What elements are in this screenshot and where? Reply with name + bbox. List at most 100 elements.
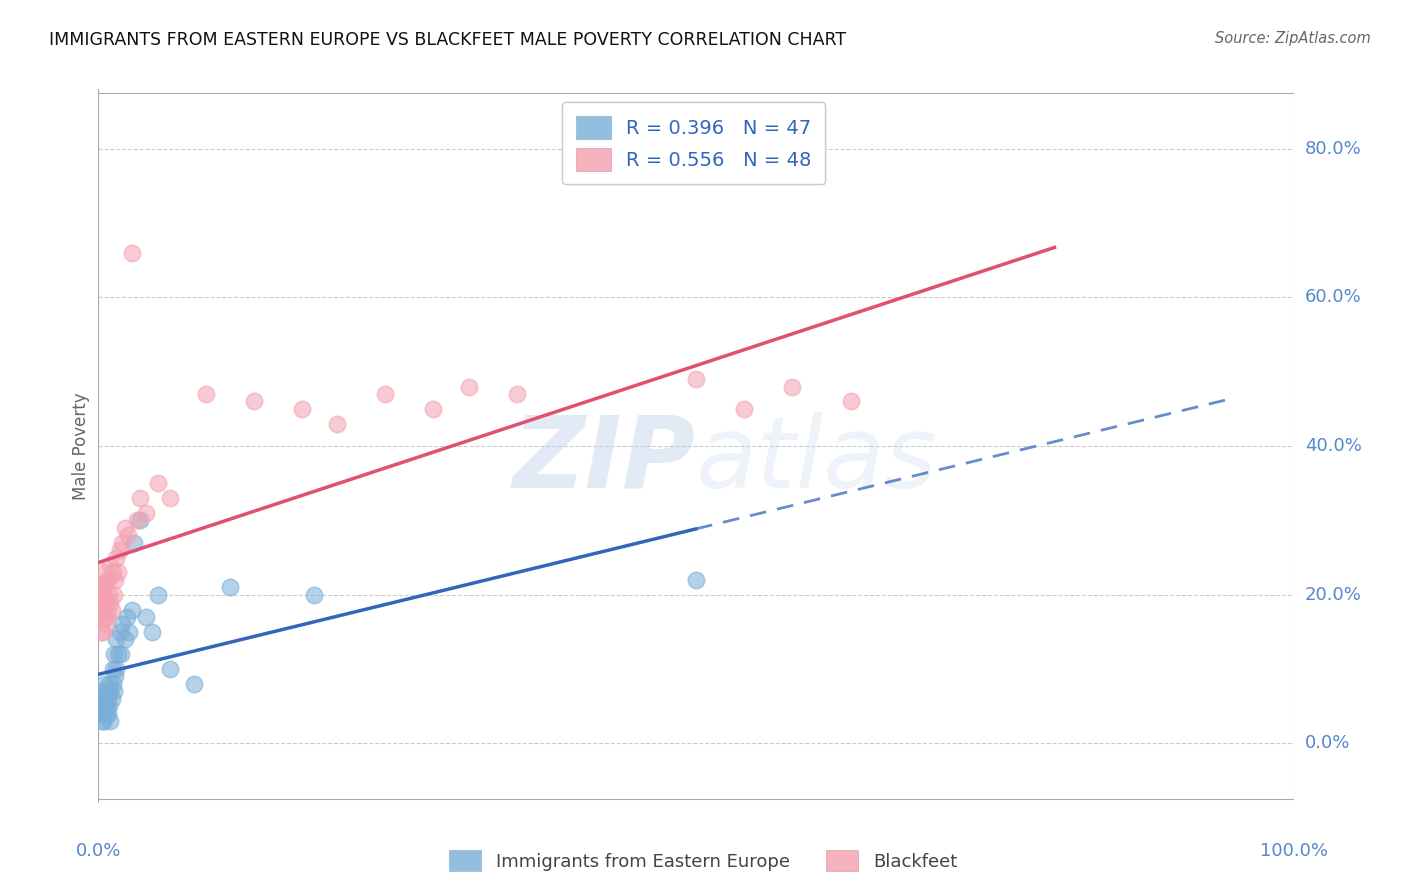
Text: atlas: atlas	[696, 412, 938, 508]
Point	[506, 387, 529, 401]
Point	[91, 588, 114, 602]
Point	[98, 558, 122, 572]
Point	[135, 506, 157, 520]
Point	[111, 535, 134, 549]
Point	[110, 647, 132, 661]
Point	[98, 677, 121, 691]
Point	[302, 588, 325, 602]
Point	[108, 624, 131, 639]
Point	[105, 632, 128, 647]
Point	[89, 610, 111, 624]
Text: 40.0%: 40.0%	[1305, 437, 1361, 455]
Point	[100, 691, 122, 706]
Point	[93, 677, 115, 691]
Point	[98, 684, 122, 698]
Point	[114, 632, 136, 647]
Text: 0.0%: 0.0%	[76, 842, 121, 860]
Point	[93, 580, 115, 594]
Point	[91, 624, 114, 639]
Point	[91, 706, 114, 721]
Point	[103, 588, 125, 602]
Point	[105, 550, 128, 565]
Point	[121, 245, 143, 260]
Legend: Immigrants from Eastern Europe, Blackfeet: Immigrants from Eastern Europe, Blackfee…	[441, 843, 965, 879]
Point	[135, 610, 157, 624]
Point	[93, 566, 115, 580]
Point	[107, 647, 129, 661]
Point	[93, 699, 115, 714]
Point	[103, 647, 125, 661]
Point	[93, 714, 115, 728]
Point	[374, 387, 396, 401]
Point	[219, 580, 242, 594]
Point	[98, 714, 122, 728]
Point	[422, 401, 444, 416]
Text: ZIP: ZIP	[513, 412, 696, 508]
Text: 100.0%: 100.0%	[1260, 842, 1327, 860]
Point	[90, 580, 112, 594]
Text: IMMIGRANTS FROM EASTERN EUROPE VS BLACKFEET MALE POVERTY CORRELATION CHART: IMMIGRANTS FROM EASTERN EUROPE VS BLACKF…	[49, 31, 846, 49]
Point	[94, 595, 117, 609]
Point	[326, 417, 349, 431]
Point	[98, 595, 122, 609]
Point	[108, 543, 131, 558]
Point	[91, 691, 114, 706]
Point	[148, 588, 170, 602]
Y-axis label: Male Poverty: Male Poverty	[72, 392, 90, 500]
Point	[101, 566, 124, 580]
Point	[841, 394, 863, 409]
Point	[105, 662, 128, 676]
Point	[97, 706, 120, 721]
Point	[91, 602, 114, 616]
Point	[93, 610, 115, 624]
Point	[118, 624, 141, 639]
Point	[114, 521, 136, 535]
Point	[98, 588, 121, 602]
Point	[96, 573, 118, 587]
Point	[243, 394, 266, 409]
Point	[90, 699, 112, 714]
Point	[141, 624, 163, 639]
Text: 80.0%: 80.0%	[1305, 140, 1361, 158]
Point	[91, 714, 114, 728]
Point	[101, 677, 124, 691]
Point	[129, 491, 152, 505]
Legend: R = 0.396   N = 47, R = 0.556   N = 48: R = 0.396 N = 47, R = 0.556 N = 48	[562, 103, 825, 185]
Text: Source: ZipAtlas.com: Source: ZipAtlas.com	[1215, 31, 1371, 46]
Point	[94, 706, 117, 721]
Point	[124, 535, 146, 549]
Point	[89, 595, 111, 609]
Point	[94, 617, 117, 632]
Point	[96, 610, 118, 624]
Point	[685, 372, 707, 386]
Point	[94, 691, 117, 706]
Point	[98, 699, 121, 714]
Point	[96, 684, 118, 698]
Point	[111, 617, 134, 632]
Point	[125, 513, 148, 527]
Text: 0.0%: 0.0%	[1305, 734, 1350, 752]
Point	[90, 691, 112, 706]
Point	[685, 573, 707, 587]
Point	[97, 691, 120, 706]
Text: 60.0%: 60.0%	[1305, 288, 1361, 306]
Point	[91, 588, 114, 602]
Point	[159, 491, 181, 505]
Point	[96, 699, 118, 714]
Point	[291, 401, 314, 416]
Point	[121, 602, 143, 616]
Point	[91, 699, 114, 714]
Point	[148, 476, 170, 491]
Point	[159, 662, 181, 676]
Point	[117, 528, 139, 542]
Point	[104, 573, 127, 587]
Point	[195, 387, 218, 401]
Point	[780, 379, 803, 393]
Point	[97, 602, 120, 616]
Point	[103, 684, 125, 698]
Point	[100, 602, 122, 616]
Point	[104, 669, 127, 683]
Point	[107, 566, 129, 580]
Point	[90, 624, 112, 639]
Point	[458, 379, 481, 393]
